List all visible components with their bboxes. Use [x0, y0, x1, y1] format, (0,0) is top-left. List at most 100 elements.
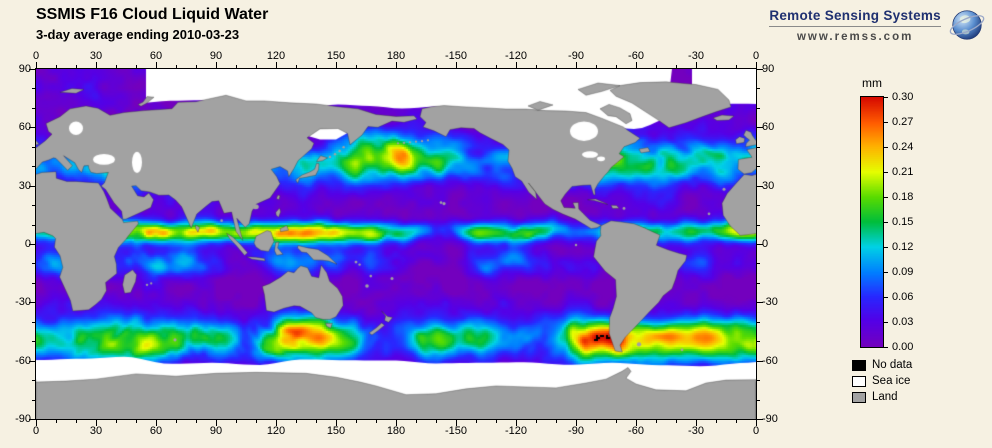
- colorbar: [861, 97, 883, 347]
- lon-tick-top: [236, 65, 237, 68]
- lat-label-right-5: -60: [762, 354, 778, 367]
- colorbar-tick-label-9: 0.03: [892, 316, 914, 328]
- lon-label-top-12: 0: [752, 50, 760, 62]
- lon-label-bottom-4: 120: [266, 425, 286, 437]
- lon-label-top-2: 60: [149, 50, 163, 62]
- lon-tick-bottom: [296, 420, 297, 423]
- lon-tick-bottom: [536, 420, 537, 423]
- logo-divider: [769, 26, 941, 27]
- lat-tick-left: [29, 69, 35, 70]
- lat-tick-right: [757, 127, 763, 129]
- lat-tick-right: [757, 419, 763, 420]
- lon-tick-top: [496, 65, 497, 68]
- lon-tick-bottom: [556, 420, 557, 423]
- lat-tick-left: [32, 224, 35, 226]
- lat-label-left-4: -30: [15, 296, 31, 309]
- lat-tick-right: [757, 69, 763, 70]
- map-frame: [35, 68, 757, 420]
- lon-label-top-6: 180: [386, 50, 406, 62]
- lat-label-left-2: 30: [18, 179, 31, 192]
- lon-label-bottom-5: 150: [326, 425, 346, 437]
- lon-tick-top: [636, 62, 637, 68]
- lon-tick-top: [456, 62, 457, 68]
- lon-tick-top: [696, 62, 697, 68]
- lon-tick-bottom: [76, 420, 77, 423]
- lon-tick-top: [416, 65, 417, 68]
- lon-tick-bottom: [676, 420, 677, 423]
- page-subtitle: 3-day average ending 2010-03-23: [36, 27, 240, 42]
- lon-tick-bottom: [576, 420, 577, 426]
- lat-label-left-6: -90: [15, 413, 31, 425]
- lat-label-right-4: -30: [762, 296, 778, 309]
- lat-tick-left: [32, 88, 35, 90]
- colorbar-tick-label-5: 0.15: [892, 216, 914, 228]
- colorbar-tick: [884, 272, 888, 273]
- lat-tick-left: [32, 321, 35, 323]
- lon-tick-top: [116, 65, 117, 68]
- lon-label-top-11: -30: [688, 50, 704, 62]
- lon-tick-bottom: [736, 420, 737, 423]
- cloud-liquid-water-map: [36, 69, 756, 419]
- lon-label-bottom-2: 60: [149, 425, 163, 437]
- lat-label-right-6: -90: [762, 413, 778, 425]
- lon-label-top-9: -90: [568, 50, 584, 62]
- lat-tick-right: [757, 88, 760, 90]
- lon-tick-bottom: [36, 420, 37, 426]
- colorbar-tick: [884, 147, 888, 148]
- lon-label-bottom-11: -30: [688, 425, 704, 437]
- lon-label-top-4: 120: [266, 50, 286, 62]
- lon-label-bottom-7: -150: [444, 425, 468, 437]
- colorbar-tick: [884, 197, 888, 198]
- lon-tick-top: [676, 65, 677, 68]
- lon-tick-top: [716, 65, 717, 68]
- lon-tick-bottom: [596, 420, 597, 423]
- lon-tick-bottom: [456, 420, 457, 426]
- page-title: SSMIS F16 Cloud Liquid Water: [36, 6, 269, 23]
- lon-tick-bottom: [276, 420, 277, 426]
- colorbar-tick: [884, 347, 888, 348]
- lon-tick-bottom: [176, 420, 177, 423]
- lon-tick-top: [536, 65, 537, 68]
- lon-tick-top: [196, 65, 197, 68]
- website-link[interactable]: www.remss.com: [796, 31, 914, 43]
- lon-tick-bottom: [516, 420, 517, 426]
- lat-tick-left: [29, 127, 35, 129]
- remss-logo: Remote Sensing Systems www.remss.com: [769, 5, 986, 45]
- lon-tick-top: [376, 65, 377, 68]
- lat-tick-left: [32, 282, 35, 284]
- lon-tick-bottom: [716, 420, 717, 423]
- lon-tick-top: [316, 65, 317, 68]
- lon-tick-top: [736, 65, 737, 68]
- lon-tick-top: [616, 65, 617, 68]
- colorbar-tick: [884, 122, 888, 123]
- lon-tick-bottom: [396, 420, 397, 426]
- lat-tick-left: [32, 263, 35, 265]
- legend-label-sea-ice: Sea ice: [872, 375, 911, 387]
- lon-tick-bottom: [436, 420, 437, 423]
- lon-tick-bottom: [656, 420, 657, 423]
- lon-tick-bottom: [376, 420, 377, 423]
- legend-label-no-data: No data: [872, 359, 913, 371]
- lon-tick-top: [176, 65, 177, 68]
- lon-label-top-1: 30: [89, 50, 103, 62]
- lon-tick-bottom: [616, 420, 617, 423]
- lon-tick-top: [36, 62, 37, 68]
- lon-tick-top: [576, 62, 577, 68]
- colorbar-frame: [860, 96, 884, 348]
- legend-swatch-no-data: [852, 360, 866, 371]
- colorbar-tick-label-4: 0.18: [892, 191, 914, 203]
- lon-tick-top: [556, 65, 557, 68]
- lon-label-top-3: 90: [209, 50, 223, 62]
- lat-tick-right: [757, 185, 763, 187]
- lon-label-bottom-6: 180: [386, 425, 406, 437]
- lon-tick-top: [596, 65, 597, 68]
- colorbar-tick-label-3: 0.21: [892, 166, 914, 178]
- lon-label-top-10: -60: [628, 50, 644, 62]
- lat-tick-right: [757, 321, 760, 323]
- lon-tick-bottom: [756, 420, 757, 426]
- lon-label-bottom-0: 0: [32, 425, 40, 437]
- lon-tick-bottom: [156, 420, 157, 426]
- lat-tick-left: [32, 146, 35, 148]
- lon-tick-top: [276, 62, 277, 68]
- legend-swatch-land: [852, 392, 866, 403]
